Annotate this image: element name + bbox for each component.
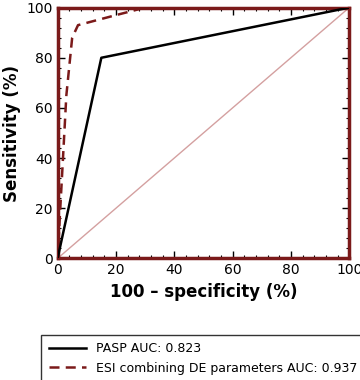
Y-axis label: Sensitivity (%): Sensitivity (%) (3, 65, 21, 201)
ESI combining DE parameters AUC: 0.937: (20, 97): 0.937: (20, 97) (114, 13, 118, 17)
X-axis label: 100 – specificity (%): 100 – specificity (%) (110, 283, 297, 301)
ESI combining DE parameters AUC: 0.937: (100, 100): 0.937: (100, 100) (347, 5, 351, 10)
ESI combining DE parameters AUC: 0.937: (0, 0): 0.937: (0, 0) (55, 256, 60, 261)
PASP AUC: 0.823: (0, 0): 0.823: (0, 0) (55, 256, 60, 261)
ESI combining DE parameters AUC: 0.937: (5, 88): 0.937: (5, 88) (70, 35, 75, 40)
ESI combining DE parameters AUC: 0.937: (30, 100): 0.937: (30, 100) (143, 5, 147, 10)
PASP AUC: 0.823: (15, 80): 0.823: (15, 80) (99, 55, 104, 60)
ESI combining DE parameters AUC: 0.937: (3, 65): 0.937: (3, 65) (64, 93, 68, 98)
ESI combining DE parameters AUC: 0.937: (0, 0): 0.937: (0, 0) (55, 256, 60, 261)
Legend: PASP AUC: 0.823, ESI combining DE parameters AUC: 0.937: PASP AUC: 0.823, ESI combining DE parame… (41, 335, 360, 380)
Line: ESI combining DE parameters AUC: 0.937: ESI combining DE parameters AUC: 0.937 (58, 8, 349, 258)
Line: PASP AUC: 0.823: PASP AUC: 0.823 (58, 8, 349, 258)
PASP AUC: 0.823: (0, 0): 0.823: (0, 0) (55, 256, 60, 261)
PASP AUC: 0.823: (100, 100): 0.823: (100, 100) (347, 5, 351, 10)
ESI combining DE parameters AUC: 0.937: (7, 93): 0.937: (7, 93) (76, 23, 80, 27)
